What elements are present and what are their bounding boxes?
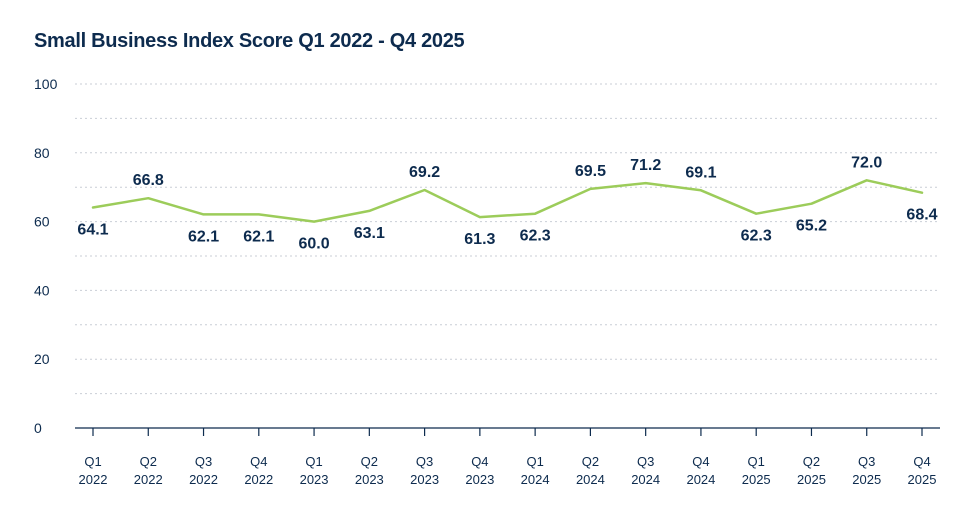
x-tick-label-quarter: Q2: [140, 454, 157, 469]
y-tick-label: 80: [34, 145, 50, 161]
data-label: 63.1: [354, 225, 385, 242]
x-tick-label-quarter: Q1: [84, 454, 101, 469]
x-tick-label-year: 2024: [521, 472, 550, 487]
x-tick-label-year: 2022: [189, 472, 218, 487]
x-tick-label-quarter: Q4: [692, 454, 709, 469]
data-label: 72.0: [851, 154, 882, 171]
x-axis: [75, 427, 940, 436]
y-tick-label: 0: [34, 420, 42, 436]
data-labels: 64.1 66.8 62.1 62.1 60.0 63.1 69.2 61.3 62.3 69.5…: [77, 154, 937, 252]
x-tick-label-quarter: Q1: [305, 454, 322, 469]
data-label: 69.5: [575, 163, 606, 180]
series-line: [91, 179, 924, 223]
x-axis-ticks: Q1 2022 Q2 2022 Q3 2022 Q4 2022 Q1 2023 Q2 2023 Q3 20…: [79, 454, 937, 487]
data-label: 69.1: [685, 164, 716, 181]
y-axis-ticks: 0 20 40 60 80 100: [34, 76, 58, 436]
x-tick-label-year: 2024: [576, 472, 605, 487]
x-tick-label-quarter: Q3: [195, 454, 212, 469]
data-label: 71.2: [630, 157, 661, 174]
x-tick-label-quarter: Q3: [416, 454, 433, 469]
grid-lines: [75, 83, 940, 395]
data-label: 62.3: [741, 228, 772, 245]
x-tick-label-year: 2025: [742, 472, 771, 487]
data-label: 62.1: [243, 228, 274, 245]
y-tick-label: 60: [34, 214, 50, 230]
x-tick-label-quarter: Q2: [582, 454, 599, 469]
series-line-group: [91, 179, 924, 223]
x-tick-label-quarter: Q4: [250, 454, 267, 469]
x-tick-label-year: 2023: [355, 472, 384, 487]
data-label: 68.4: [906, 207, 937, 224]
x-tick-label-quarter: Q1: [748, 454, 765, 469]
y-tick-label: 40: [34, 282, 50, 298]
x-tick-label-quarter: Q4: [913, 454, 930, 469]
x-tick-label-year: 2022: [134, 472, 163, 487]
chart-title: Small Business Index Score Q1 2022 - Q4 …: [34, 30, 465, 52]
x-tick-label-year: 2023: [410, 472, 439, 487]
x-tick-label-quarter: Q3: [637, 454, 654, 469]
data-label: 62.3: [520, 228, 551, 245]
data-label: 61.3: [464, 231, 495, 248]
x-tick-label-year: 2023: [465, 472, 494, 487]
y-tick-label: 100: [34, 76, 58, 92]
data-label: 64.1: [77, 221, 108, 238]
x-tick-label-year: 2025: [852, 472, 881, 487]
x-tick-label-quarter: Q4: [471, 454, 488, 469]
x-tick-label-year: 2025: [797, 472, 826, 487]
x-tick-label-year: 2025: [908, 472, 937, 487]
x-tick-label-quarter: Q2: [361, 454, 378, 469]
data-label: 65.2: [796, 218, 827, 235]
y-tick-label: 20: [34, 351, 50, 367]
data-label: 66.8: [133, 172, 164, 189]
x-tick-label-year: 2022: [79, 472, 108, 487]
data-label: 60.0: [298, 236, 329, 253]
x-tick-label-quarter: Q1: [526, 454, 543, 469]
x-tick-label-quarter: Q2: [803, 454, 820, 469]
x-tick-label-year: 2024: [631, 472, 660, 487]
x-tick-label-year: 2023: [300, 472, 329, 487]
data-label: 62.1: [188, 228, 219, 245]
x-tick-label-quarter: Q3: [858, 454, 875, 469]
x-tick-label-year: 2022: [244, 472, 273, 487]
data-label: 69.2: [409, 164, 440, 181]
x-tick-label-year: 2024: [686, 472, 715, 487]
